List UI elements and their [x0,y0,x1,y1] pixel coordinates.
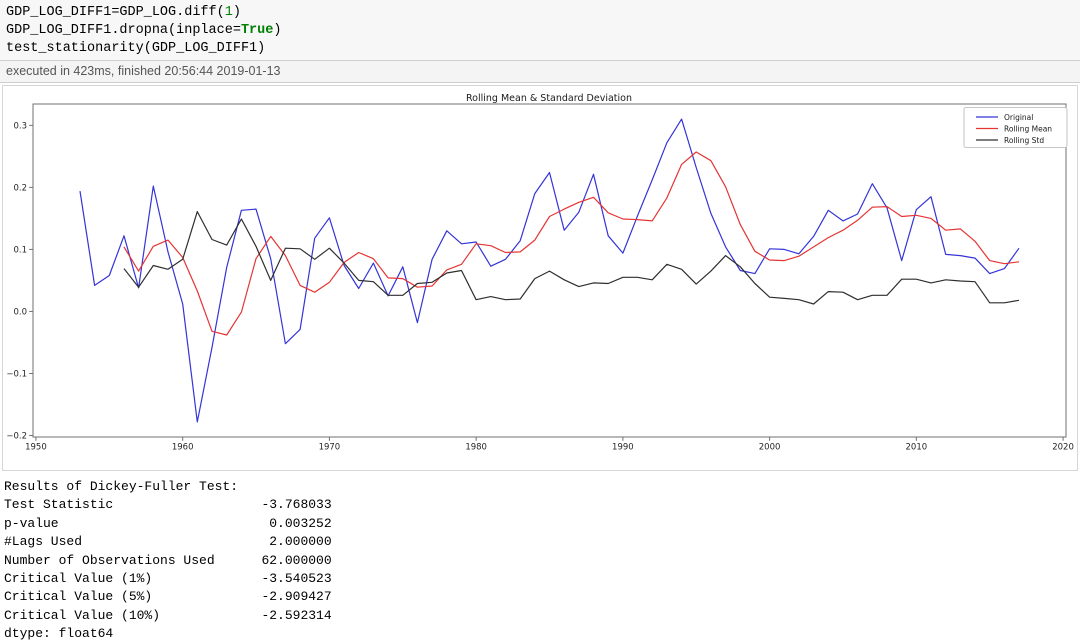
execution-status-bar: executed in 423ms, finished 20:56:44 201… [0,60,1080,83]
plot-border [32,103,1067,438]
x-tick-label: 1960 [172,443,194,453]
code-line: GDP_LOG_DIFF1=GDP_LOG.diff(1) [6,4,1074,22]
y-tick-label: 0.1 [13,245,27,255]
x-tick-label: 2010 [906,443,928,453]
execution-status-text: executed in 423ms, finished 20:56:44 201… [6,64,281,78]
code-editor-lines: GDP_LOG_DIFF1=GDP_LOG.diff(1) GDP_LOG_DIF… [6,4,1074,58]
chart-axes: 1950 1960 1970 1980 1990 2000 2010 2020 −0.2 −0.1… [6,103,1074,453]
code-cell[interactable]: GDP_LOG_DIFF1=GDP_LOG.diff(1) GDP_LOG_DIF… [0,0,1080,60]
chart-title: Rolling Mean & Standard Deviation [466,93,632,104]
y-tick-label: −0.2 [6,432,27,442]
y-tick-label: 0.3 [13,121,27,131]
x-tick-label: 1970 [319,443,341,453]
chart-line-rolling-mean [123,151,1020,336]
x-tick-label: 2000 [759,443,781,453]
y-tick-label: −0.1 [6,369,27,379]
chart-line-original [79,118,1020,423]
code-token-plain: GDP_LOG_DIFF1.dropna(inplace= [6,23,241,38]
x-tick-label: 2020 [1052,443,1074,453]
code-token-plain: ) [232,5,241,20]
code-line: test_stationarity(GDP_LOG_DIFF1) [6,40,1074,58]
y-tick-label: 0.2 [13,183,27,193]
chart-series [79,118,1020,423]
y-tick-label: 0.0 [13,307,27,317]
code-token-plain: ) [273,23,282,38]
code-token-plain: GDP_LOG_DIFF1=GDP_LOG.diff( [6,5,225,20]
chart-line-rolling-std [123,210,1020,305]
code-line: GDP_LOG_DIFF1.dropna(inplace=True) [6,22,1074,40]
chart-legend: Original Rolling Mean Rolling Std [963,107,1068,148]
output-area: Rolling Mean & Standard Deviation 1950 19… [2,85,1078,471]
code-token-keyword: True [240,23,274,38]
code-token-number: 1 [224,5,233,20]
rolling-statistics-chart: Rolling Mean & Standard Deviation 1950 19… [6,93,1074,453]
x-tick-label: 1950 [25,443,47,453]
x-tick-label: 1990 [612,443,634,453]
code-token-plain: test_stationarity(GDP_LOG_DIFF1) [6,41,266,56]
legend-label: Rolling Mean [1004,124,1052,133]
dickey-fuller-results: Results of Dickey-Fuller Test: Test Stat… [4,479,332,642]
legend-label: Original [1004,113,1033,122]
legend-label: Rolling Std [1004,136,1044,145]
x-tick-label: 1980 [465,443,487,453]
